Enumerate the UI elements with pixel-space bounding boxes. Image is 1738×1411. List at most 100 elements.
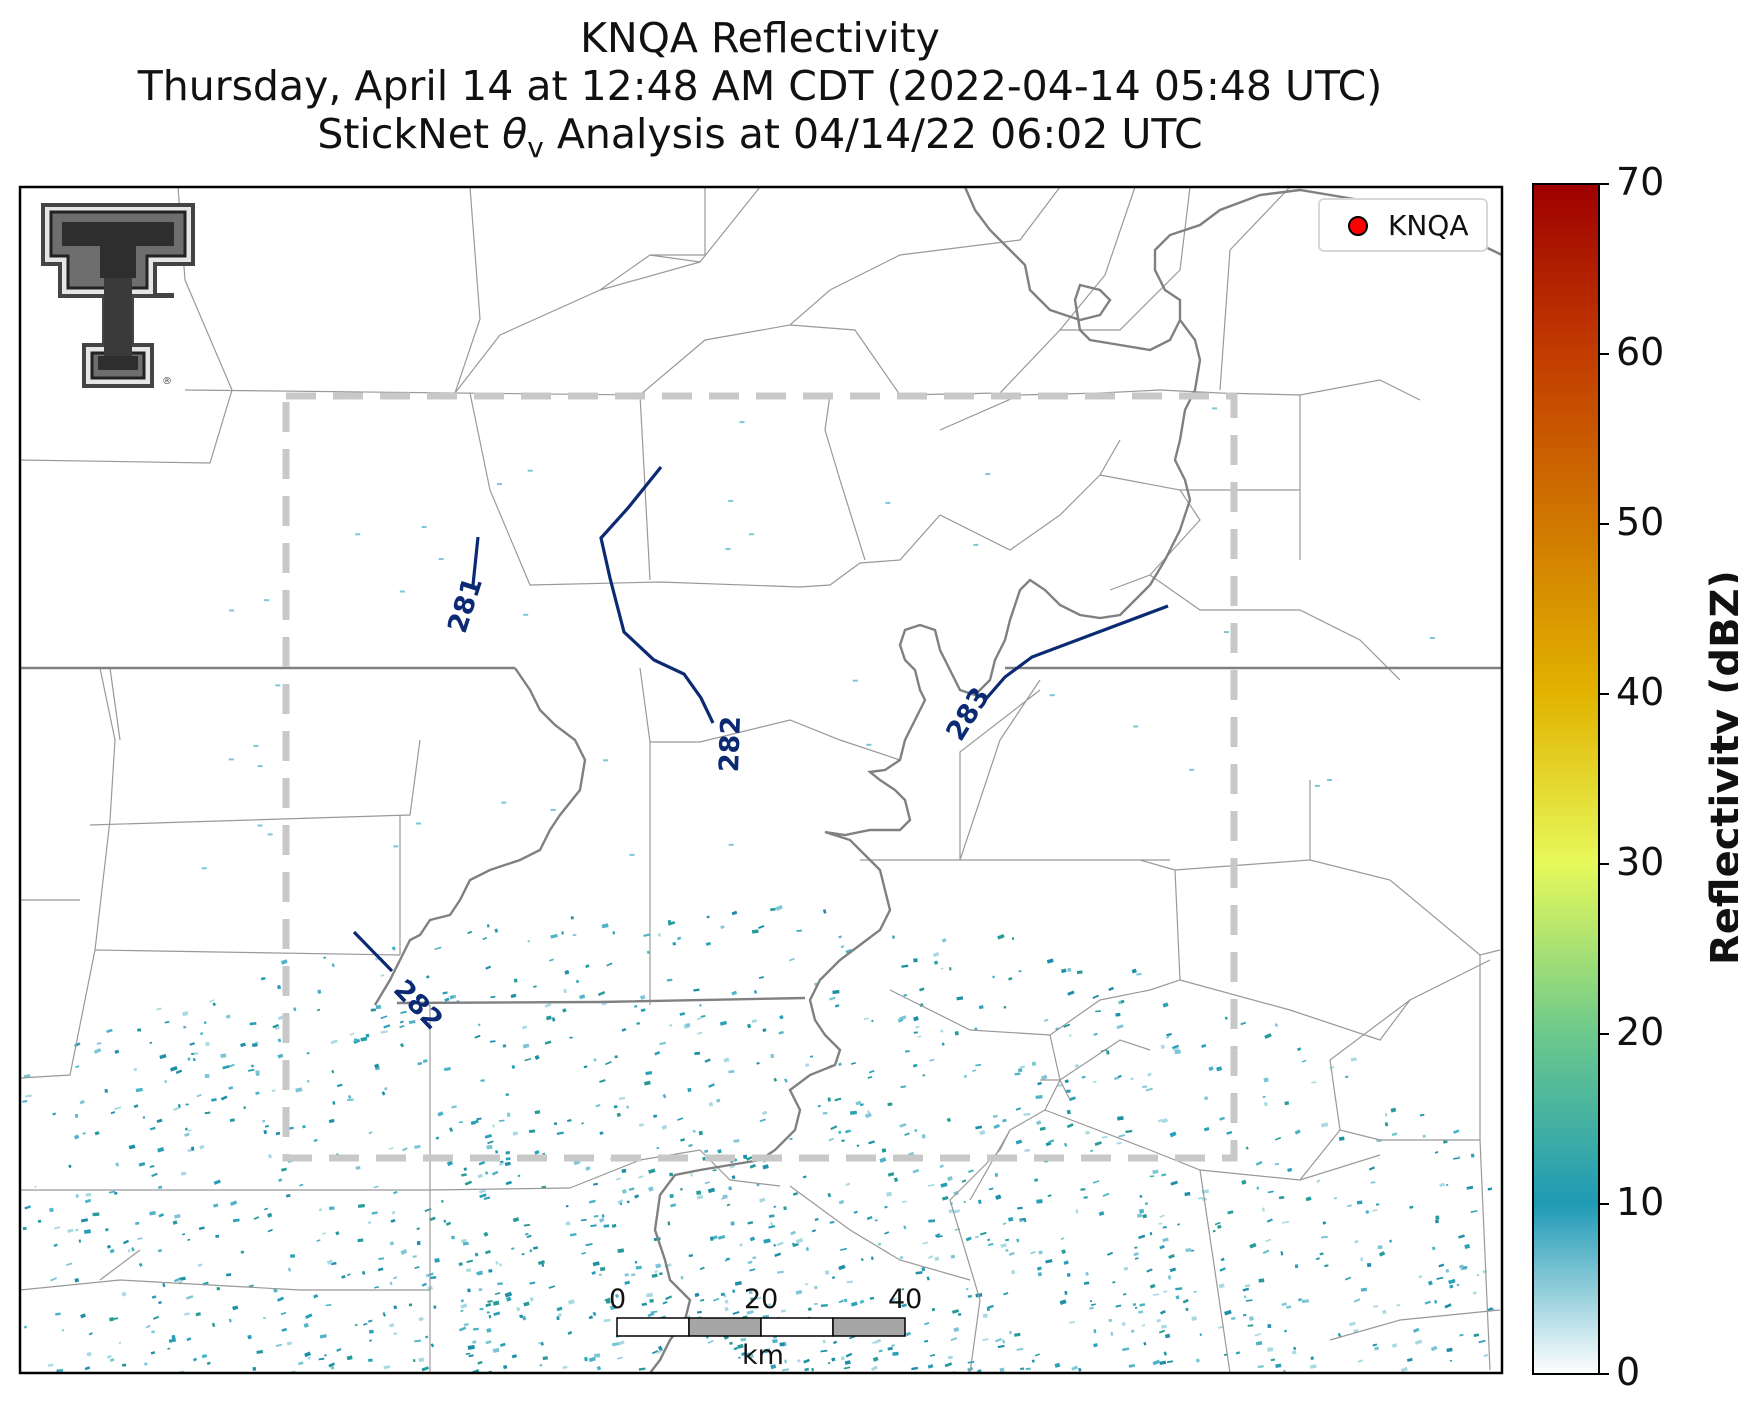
echo-pixel: [1345, 1075, 1349, 1079]
echo-pixel: [1373, 1305, 1379, 1308]
contour-label-282-center: 282: [714, 715, 747, 772]
echo-pixel: [913, 958, 918, 963]
echo-pixel: [564, 970, 570, 975]
echo-pixel: [378, 1257, 385, 1260]
echo-pixel: [1314, 784, 1320, 787]
echo-pixel: [796, 929, 803, 933]
logo-registered-mark: ®: [162, 376, 172, 387]
echo-pixel: [149, 1126, 156, 1131]
title-line-3-prefix: StickNet: [317, 110, 503, 158]
echo-pixel: [257, 765, 263, 768]
echo-pixel: [680, 1138, 686, 1142]
echo-pixel: [859, 1299, 865, 1304]
echo-pixel: [1008, 1217, 1014, 1222]
echo-pixel: [548, 1285, 556, 1289]
echo-pixel: [594, 1353, 601, 1358]
echo-pixel: [280, 1311, 287, 1316]
colorbar-tick-label: 70: [1616, 160, 1665, 204]
echo-pixel: [444, 997, 450, 1002]
echo-pixel: [1089, 1306, 1094, 1310]
echo-pixel: [950, 1337, 958, 1342]
echo-pixel: [1456, 1283, 1460, 1287]
echo-pixel: [621, 1168, 627, 1173]
echo-pixel: [739, 1243, 743, 1247]
echo-pixel: [1438, 1263, 1445, 1268]
echo-pixel: [612, 931, 616, 935]
echo-pixel: [159, 1053, 167, 1060]
echo-pixel: [903, 994, 908, 997]
echo-pixel: [646, 950, 650, 955]
echo-pixel: [215, 1234, 220, 1238]
echo-pixel: [326, 1259, 334, 1265]
echo-pixel: [82, 1132, 86, 1135]
echo-pixel: [707, 1339, 714, 1344]
echo-pixel: [318, 1208, 323, 1212]
echo-pixel: [779, 1014, 784, 1020]
echo-pixel: [611, 1342, 620, 1347]
station-legend: KNQA: [1318, 198, 1488, 252]
echo-pixel: [505, 1150, 511, 1155]
echo-pixel: [135, 1221, 140, 1226]
echo-pixel: [1038, 1250, 1043, 1255]
echo-pixel: [1305, 1196, 1312, 1202]
echo-pixel: [853, 1210, 858, 1214]
echo-pixel: [441, 1199, 444, 1203]
echo-pixel: [474, 1034, 481, 1039]
echo-pixel: [588, 1199, 596, 1204]
echo-pixel: [901, 964, 909, 968]
legend-label: KNQA: [1388, 209, 1469, 242]
echo-pixel: [913, 1015, 919, 1022]
echo-pixel: [889, 1298, 895, 1302]
echo-pixel: [1161, 1173, 1167, 1177]
echo-pixel: [328, 1362, 336, 1368]
echo-pixel: [380, 1030, 388, 1034]
echo-pixel: [192, 1057, 196, 1062]
echo-pixel: [838, 1199, 845, 1205]
echo-pixel: [814, 1217, 819, 1222]
echo-pixel: [931, 1307, 936, 1312]
echo-pixel: [390, 1218, 396, 1223]
echo-pixel: [329, 1206, 335, 1211]
echo-pixel: [1368, 1166, 1375, 1171]
echo-pixel: [965, 1236, 972, 1242]
echo-pixel: [1217, 1224, 1222, 1229]
echo-pixel: [743, 1154, 748, 1160]
echo-pixel: [204, 1111, 211, 1115]
echo-pixel: [75, 1065, 80, 1069]
echo-pixel: [1360, 1287, 1368, 1292]
echo-pixel: [1382, 1309, 1387, 1315]
echo-pixel: [1143, 1341, 1147, 1346]
echo-pixel: [435, 1136, 440, 1140]
echo-pixel: [232, 1218, 240, 1223]
echo-pixel: [887, 1102, 893, 1107]
echo-pixel: [941, 1042, 945, 1046]
echo-pixel: [151, 1295, 157, 1299]
echo-pixel: [1013, 1332, 1021, 1337]
echo-pixel: [206, 1361, 211, 1366]
echo-pixel: [919, 987, 925, 992]
echo-pixel: [418, 1357, 425, 1363]
echo-pixel: [353, 1038, 358, 1042]
echo-pixel: [783, 1206, 787, 1211]
echo-pixel: [529, 1281, 536, 1285]
echo-pixel: [1435, 1219, 1439, 1224]
echo-pixel: [174, 1213, 181, 1219]
echo-pixel: [1444, 1303, 1452, 1309]
echo-pixel: [859, 1103, 864, 1107]
echo-pixel: [1345, 1276, 1352, 1281]
echo-pixel: [510, 993, 517, 999]
echo-pixel: [831, 1357, 836, 1362]
echo-pixel: [580, 1218, 587, 1222]
echo-pixel: [1136, 972, 1142, 976]
echo-pixel: [108, 1317, 114, 1322]
echo-pixel: [929, 1354, 936, 1357]
echo-pixel: [748, 1290, 753, 1295]
echo-pixel: [114, 1191, 118, 1195]
echo-pixel: [599, 1079, 606, 1083]
echo-pixel: [1214, 1221, 1221, 1226]
echo-pixel: [693, 988, 700, 992]
echo-pixel: [725, 1257, 731, 1261]
echo-pixel: [1384, 1122, 1389, 1127]
echo-pixel: [1005, 1248, 1009, 1253]
echo-pixel: [944, 1362, 953, 1368]
